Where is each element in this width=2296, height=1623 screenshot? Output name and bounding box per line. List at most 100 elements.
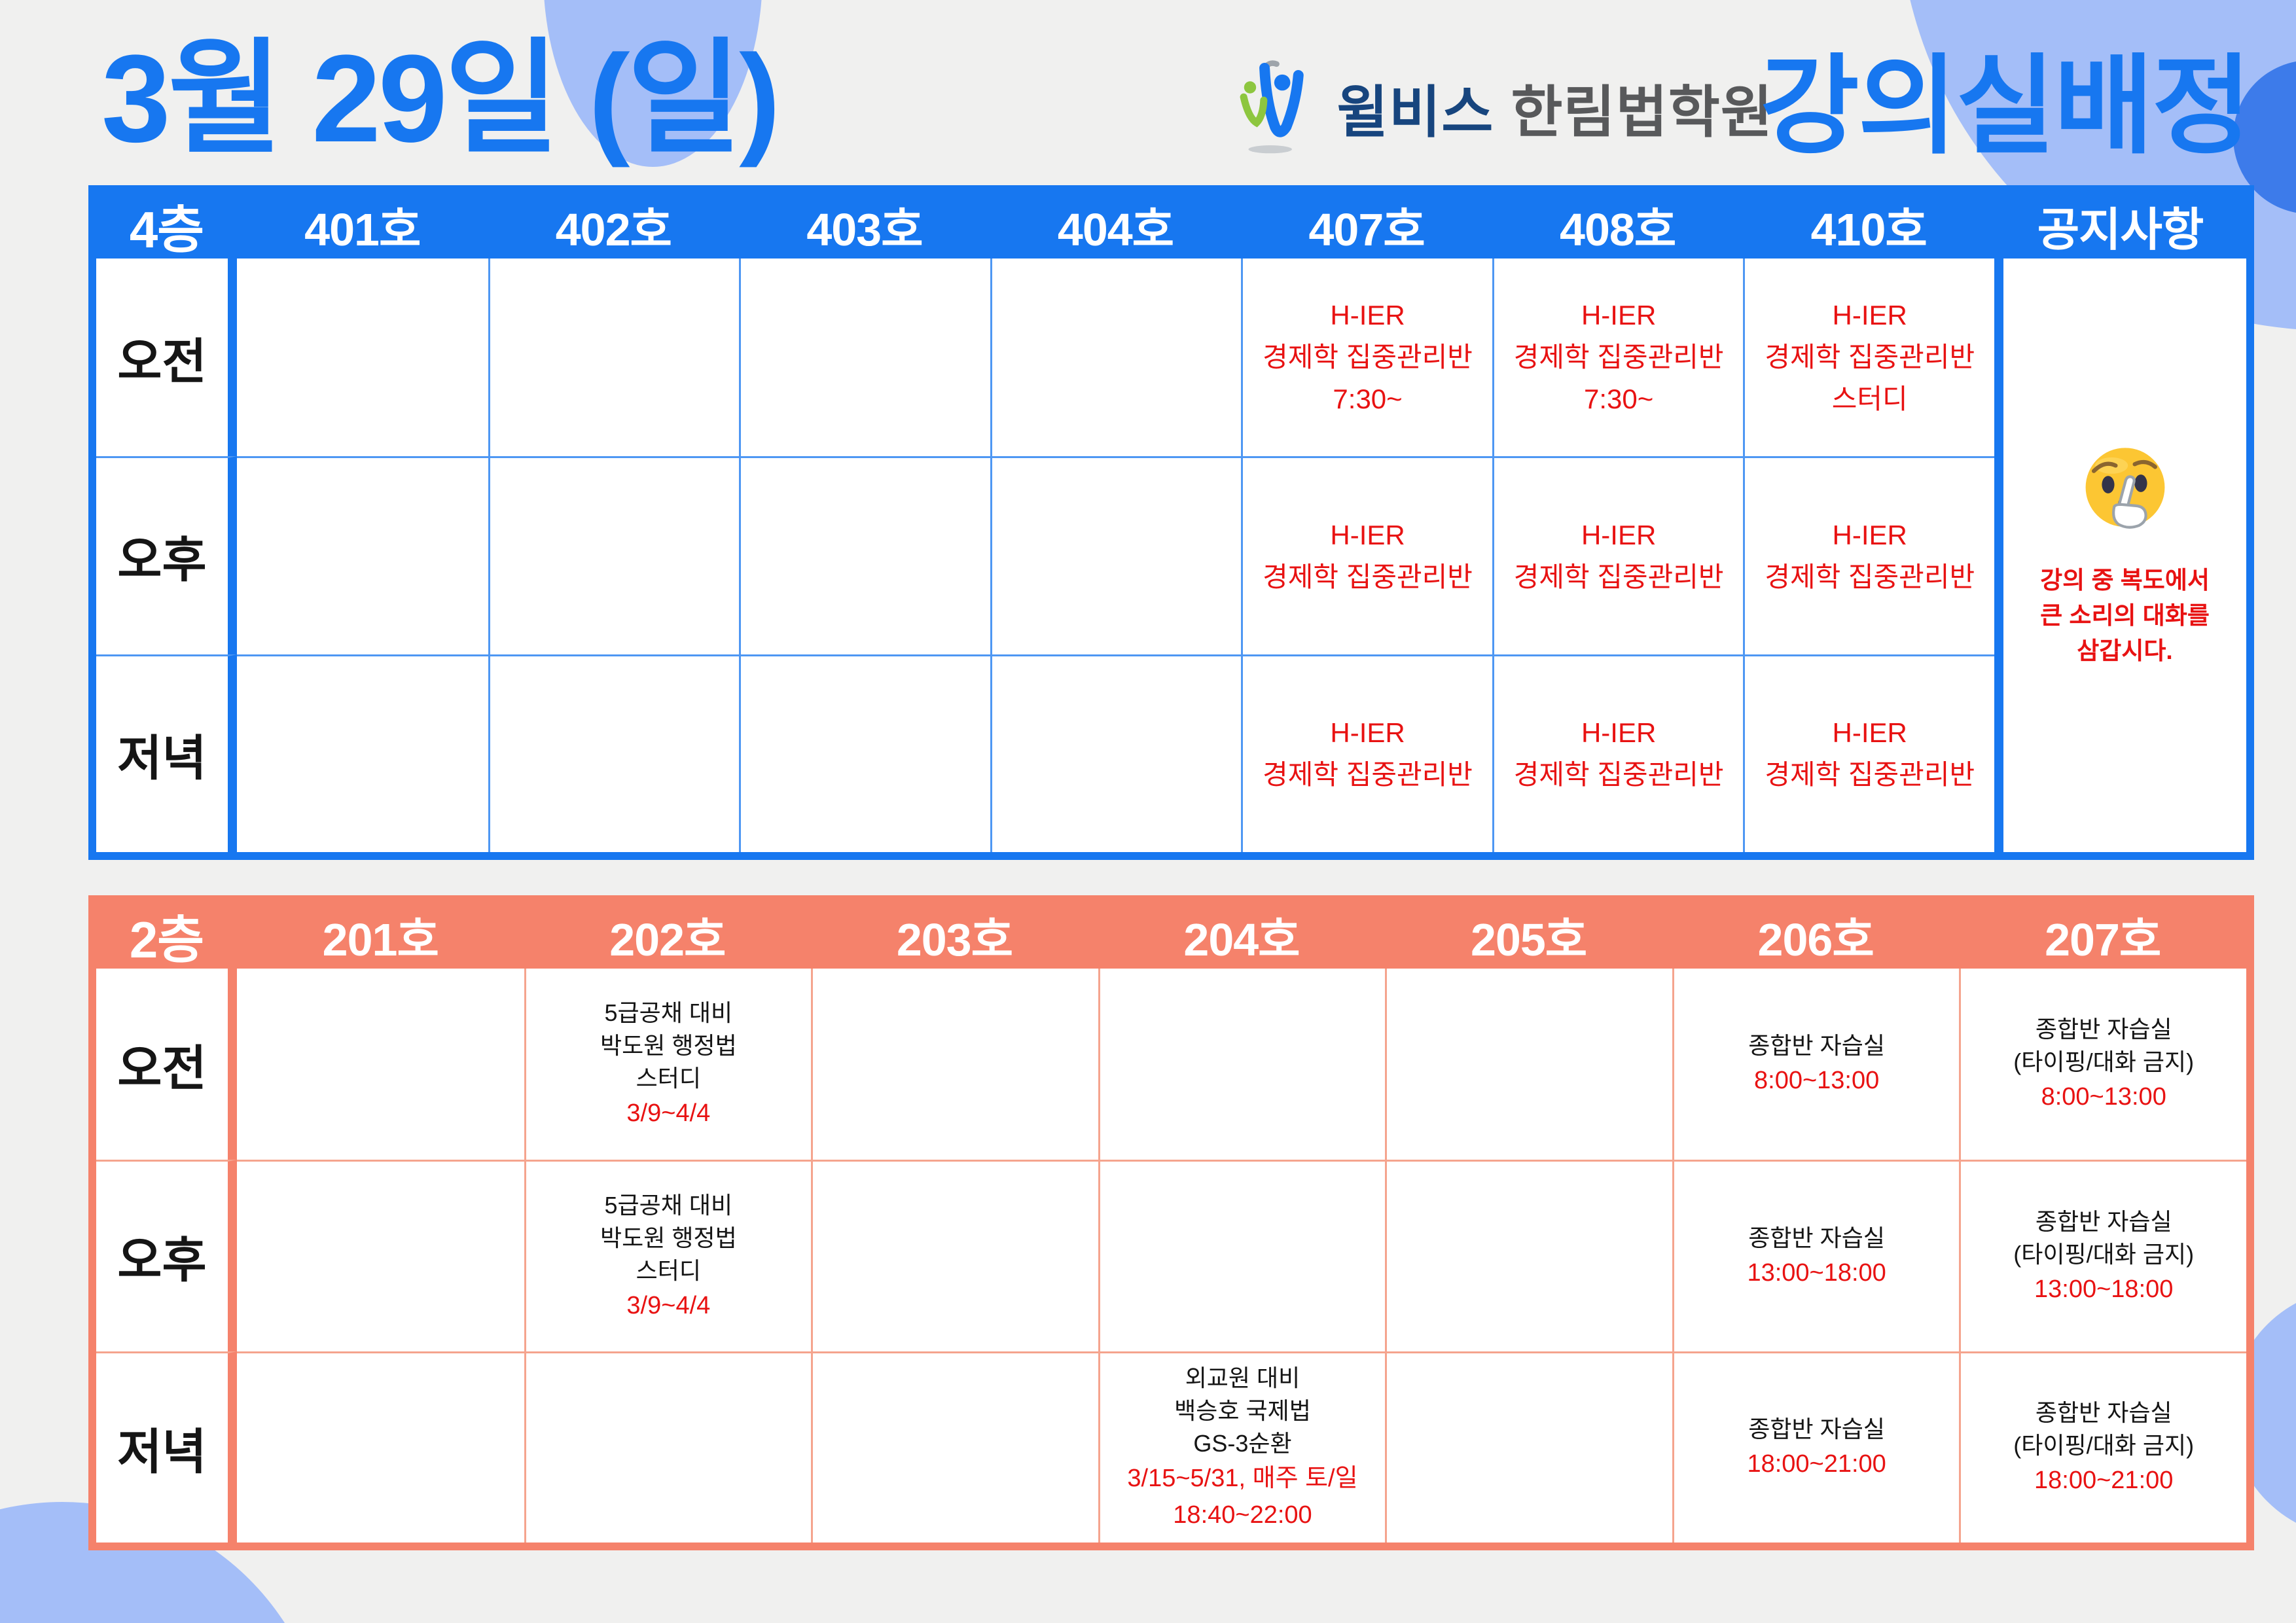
floor4-cell-line: H-IER bbox=[1330, 300, 1405, 331]
floor4-cell-오후-401호 bbox=[237, 456, 488, 654]
floor4-cell-line: 경제학 집중관리반 bbox=[1513, 342, 1724, 373]
floor2-header-202호: 202호 bbox=[524, 903, 812, 969]
floor4-cell-오전-407호: H-IER 경제학 집중관리반 7:30~ bbox=[1241, 259, 1492, 457]
floor4-table: 강의 중 복도에서 큰 소리의 대화를 삼갑시다. 4층 401호 402호 403호… bbox=[88, 185, 2254, 860]
floor2-header-203호: 203호 bbox=[811, 903, 1098, 969]
floor4-cell-저녁-408호: H-IER 경제학 집중관리반 bbox=[1492, 654, 1744, 852]
floor2-cell-line: 8:00~13:00 bbox=[1754, 1067, 1880, 1095]
floor2-cell-오전-203호 bbox=[811, 969, 1098, 1160]
floor4-cell-오후-404호 bbox=[990, 456, 1242, 654]
floor2-cell-line: GS-3순환 bbox=[1193, 1430, 1292, 1457]
floor2-cell-저녁-204호: 외교원 대비 백승호 국제법 GS-3순환 3/15~5/31, 매주 토/일 18:4… bbox=[1098, 1351, 1386, 1543]
floor4-header-404호: 404호 bbox=[990, 193, 1242, 259]
floor2-cell-line: 8:00~13:00 bbox=[2041, 1083, 2166, 1111]
floor4-cell-line: 스터디 bbox=[1831, 383, 1908, 415]
floor4-cell-line: 7:30~ bbox=[1333, 383, 1403, 415]
floor4-cell-line: 경제학 집중관리반 bbox=[1263, 759, 1473, 791]
floor4-cell-line: 7:30~ bbox=[1583, 383, 1654, 415]
floor4-header-407호: 407호 bbox=[1241, 193, 1492, 259]
notice-line: 큰 소리의 대화를 bbox=[2040, 601, 2210, 629]
floor4-cell-line: 경제학 집중관리반 bbox=[1263, 561, 1473, 592]
floor2-cell-오후-204호 bbox=[1098, 1160, 1386, 1351]
floor2-cell-오전-206호: 종합반 자습실 8:00~13:00 bbox=[1672, 969, 1960, 1160]
floor2-cell-오후-203호 bbox=[811, 1160, 1098, 1351]
floor4-header-403호: 403호 bbox=[739, 193, 990, 259]
floor2-rowlabel-저녁: 저녁 bbox=[96, 1351, 237, 1543]
floor4-cell-오전-402호 bbox=[488, 259, 740, 457]
floor4-rowlabel-오전: 오전 bbox=[96, 259, 237, 457]
floor2-cell-line: 외교원 대비 bbox=[1185, 1364, 1300, 1392]
floor2-cell-line: 13:00~18:00 bbox=[1747, 1258, 1886, 1287]
floor2-cell-오전-204호 bbox=[1098, 969, 1386, 1160]
floor4-notice-header: 공지사항 bbox=[1994, 193, 2246, 259]
floor4-cell-line: 경제학 집중관리반 bbox=[1513, 759, 1724, 791]
notice-line: 강의 중 복도에서 bbox=[2040, 566, 2210, 594]
floor4-cell-오후-402호 bbox=[488, 456, 740, 654]
floor4-cell-오후-408호: H-IER 경제학 집중관리반 bbox=[1492, 456, 1744, 654]
floor2-table: 2층 201호 202호 203호 204호 205호 206호 207호 오전 5급공채 대비 박… bbox=[88, 895, 2254, 1550]
floor4-cell-저녁-403호 bbox=[739, 654, 990, 852]
floor2-cell-line: 박도원 행정법 bbox=[600, 1032, 737, 1060]
floor2-cell-line: 스터디 bbox=[636, 1257, 702, 1284]
floor4-cell-오전-408호: H-IER 경제학 집중관리반 7:30~ bbox=[1492, 259, 1744, 457]
floor2-header-205호: 205호 bbox=[1385, 903, 1672, 969]
floor4-cell-line: H-IER bbox=[1581, 519, 1657, 550]
floor4-cell-오전-401호 bbox=[237, 259, 488, 456]
floor2-cell-저녁-201호 bbox=[237, 1351, 524, 1543]
poster-heading: 강의실배정 bbox=[1760, 46, 2251, 166]
floor2-cell-line: 18:00~21:00 bbox=[2034, 1467, 2174, 1495]
floor2-header-204호: 204호 bbox=[1098, 903, 1386, 969]
floor4-cell-저녁-401호 bbox=[237, 654, 488, 852]
floor2-cell-line: 5급공채 대비 bbox=[604, 1191, 733, 1219]
floor2-rowlabel-오전: 오전 bbox=[96, 969, 237, 1160]
floor4-cell-저녁-407호: H-IER 경제학 집중관리반 bbox=[1241, 654, 1492, 852]
floor2-cell-line: 종합반 자습실 bbox=[2035, 1016, 2172, 1043]
brand-name-secondary: 한림법학원 bbox=[1511, 80, 1773, 144]
floor4-cell-오후-407호: H-IER 경제학 집중관리반 bbox=[1241, 456, 1492, 654]
floor4-cell-저녁-410호: H-IER 경제학 집중관리반 bbox=[1743, 654, 1994, 852]
floor2-cell-line: 18:00~21:00 bbox=[1747, 1450, 1886, 1478]
shushing-face-icon bbox=[2085, 447, 2164, 529]
floor4-header-410호: 410호 bbox=[1743, 193, 1994, 259]
notice-line: 삼갑시다. bbox=[2077, 637, 2173, 664]
floor4-cell-line: 경제학 집중관리반 bbox=[1765, 561, 1975, 592]
floor4-cell-오전-404호 bbox=[990, 259, 1242, 457]
brand-logo: 윌비스 한림법학원 bbox=[1229, 58, 1773, 156]
floor2-rowlabel-오후: 오후 bbox=[96, 1160, 237, 1351]
floor2-cell-line: 박도원 행정법 bbox=[600, 1224, 737, 1251]
floor4-cell-line: H-IER bbox=[1832, 717, 1907, 749]
brand-name-primary: 윌비스 bbox=[1336, 80, 1494, 144]
people-swoosh-logo-icon bbox=[1240, 60, 1304, 154]
floor4-header-401호: 401호 bbox=[237, 193, 488, 259]
floor2-cell-line: 종합반 자습실 bbox=[2035, 1207, 2172, 1235]
floor2-cell-저녁-207호: 종합반 자습실 (타이핑/대화 금지) 18:00~21:00 bbox=[1959, 1351, 2246, 1543]
floor2-cell-line: 백승호 국제법 bbox=[1174, 1397, 1311, 1425]
floor4-cell-line: H-IER bbox=[1581, 300, 1657, 331]
floor2-cell-line: 13:00~18:00 bbox=[2034, 1275, 2174, 1303]
floor2-cell-line: (타이핑/대화 금지) bbox=[2013, 1432, 2195, 1459]
floor2-header-201호: 201호 bbox=[237, 903, 524, 969]
floor4-header-408호: 408호 bbox=[1492, 193, 1744, 259]
floor2-cell-오전-205호 bbox=[1385, 969, 1672, 1160]
floor2-cell-오전-201호 bbox=[237, 969, 524, 1160]
floor2-cell-line: 3/9~4/4 bbox=[626, 1291, 711, 1319]
floor2-cell-line: 18:40~22:00 bbox=[1173, 1501, 1312, 1529]
floor2-cell-line: 종합반 자습실 bbox=[1748, 1032, 1885, 1060]
floor2-floor-header: 2층 bbox=[96, 903, 237, 969]
floor2-cell-오후-205호 bbox=[1385, 1160, 1672, 1351]
floor2-cell-오전-207호: 종합반 자습실 (타이핑/대화 금지) 8:00~13:00 bbox=[1959, 969, 2246, 1160]
floor4-cell-저녁-402호 bbox=[488, 654, 740, 852]
page-title: 3월 29일 (일) bbox=[101, 29, 781, 168]
floor2-cell-line: 종합반 자습실 bbox=[1748, 1224, 1885, 1251]
floor4-cell-오후-403호 bbox=[739, 456, 990, 654]
floor4-floor-header: 4층 bbox=[96, 193, 237, 259]
floor4-cell-line: H-IER bbox=[1330, 717, 1405, 749]
floor2-cell-저녁-205호 bbox=[1385, 1351, 1672, 1543]
floor2-cell-line: 5급공채 대비 bbox=[604, 999, 733, 1027]
floor2-cell-line: 종합반 자습실 bbox=[1748, 1416, 1885, 1443]
floor4-cell-line: H-IER bbox=[1330, 519, 1405, 550]
floor4-cell-line: H-IER bbox=[1832, 519, 1907, 550]
floor2-cell-저녁-203호 bbox=[811, 1351, 1098, 1543]
